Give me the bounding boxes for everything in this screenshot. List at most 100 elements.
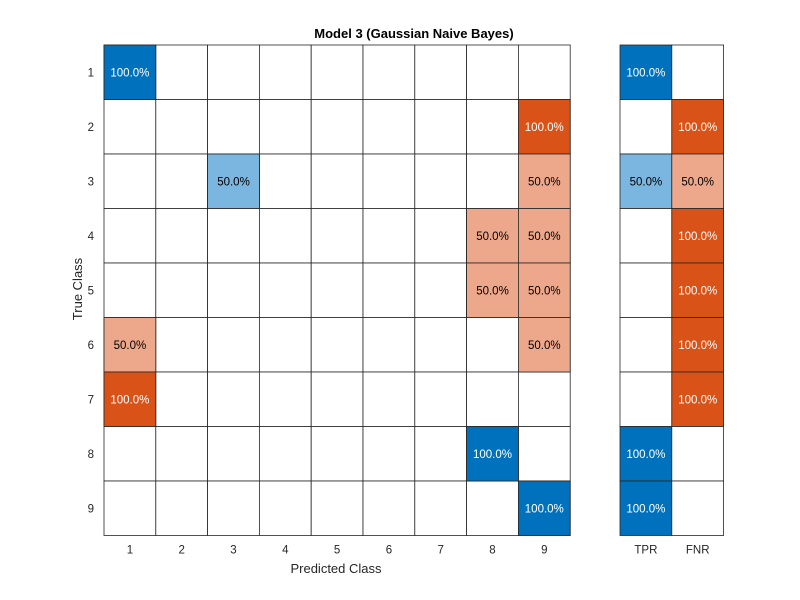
matrix-cell xyxy=(466,426,519,482)
matrix-cell xyxy=(103,44,157,100)
matrix-cell-empty xyxy=(362,44,416,100)
summary-column-label: FNR xyxy=(686,545,710,557)
matrix-cell-empty xyxy=(258,426,312,482)
main-matrix: 100.0% 100.0% 50.0% 50.0% 50.0% 50.0% 50.0% 50.… xyxy=(88,44,571,557)
matrix-cell xyxy=(103,317,157,373)
summary-cell-empty xyxy=(671,44,724,100)
summary-cell-empty xyxy=(671,480,724,536)
chart-title: Model 3 (Gaussian Naive Bayes) xyxy=(314,26,513,41)
matrix-cell-empty xyxy=(362,426,416,482)
matrix-cell-empty xyxy=(310,262,364,318)
summary-cell-label: 100.0% xyxy=(626,503,665,515)
summary-cell-empty xyxy=(619,99,673,155)
matrix-cell-empty xyxy=(258,99,312,155)
matrix-cell xyxy=(518,317,571,373)
matrix-cell xyxy=(518,480,571,536)
matrix-cell xyxy=(518,262,571,318)
x-tick-label: 6 xyxy=(386,545,392,557)
y-tick-label: 6 xyxy=(88,340,94,352)
y-axis-label: True Class xyxy=(70,257,85,320)
summary-cell-label: 100.0% xyxy=(678,231,717,243)
matrix-cell-empty xyxy=(103,99,157,155)
matrix-cell-empty xyxy=(310,99,364,155)
matrix-cell xyxy=(207,153,260,209)
summary-cell xyxy=(671,317,724,373)
y-tick-label: 8 xyxy=(88,449,94,461)
matrix-cell-empty xyxy=(362,99,416,155)
matrix-cell-label: 50.0% xyxy=(114,340,147,352)
x-tick-label: 3 xyxy=(230,545,236,557)
matrix-cell-empty xyxy=(414,153,467,209)
matrix-cell-empty xyxy=(310,480,364,536)
matrix-cell-empty xyxy=(258,262,312,318)
matrix-cell-label: 100.0% xyxy=(473,449,512,461)
matrix-cell-empty xyxy=(103,426,157,482)
summary-cell-empty xyxy=(619,371,673,427)
matrix-cell-empty xyxy=(362,371,416,427)
matrix-cell-empty xyxy=(207,262,260,318)
matrix-cell-empty xyxy=(310,208,364,264)
matrix-cell-label: 100.0% xyxy=(110,67,149,79)
matrix-cell-empty xyxy=(518,44,571,100)
matrix-cell-empty xyxy=(207,480,260,536)
matrix-cell-label: 100.0% xyxy=(110,394,149,406)
matrix-cell-empty xyxy=(155,44,209,100)
summary-cell-label: 100.0% xyxy=(626,67,665,79)
matrix-cell-label: 100.0% xyxy=(525,503,564,515)
y-tick-label: 1 xyxy=(88,67,94,79)
matrix-cell xyxy=(466,208,519,264)
matrix-cell-label: 50.0% xyxy=(528,340,561,352)
y-tick-label: 5 xyxy=(88,285,94,297)
matrix-cell-empty xyxy=(310,426,364,482)
matrix-cell-label: 50.0% xyxy=(476,231,509,243)
matrix-cell-empty xyxy=(310,44,364,100)
matrix-cell-label: 50.0% xyxy=(528,285,561,297)
x-axis-label: Predicted Class xyxy=(290,561,382,576)
y-tick-label: 4 xyxy=(88,231,95,243)
matrix-cell-empty xyxy=(155,99,209,155)
summary-cell-label: 100.0% xyxy=(678,285,717,297)
matrix-cell-empty xyxy=(103,153,157,209)
matrix-cell-empty xyxy=(414,44,467,100)
summary-cell xyxy=(671,99,724,155)
summary-cell-label: 100.0% xyxy=(678,394,717,406)
summary-cell-label: 100.0% xyxy=(678,122,717,134)
matrix-cell-empty xyxy=(518,426,571,482)
summary-cell xyxy=(671,208,724,264)
matrix-cell-empty xyxy=(258,317,312,373)
x-tick-label: 1 xyxy=(127,545,133,557)
matrix-cell xyxy=(466,262,519,318)
x-tick-label: 5 xyxy=(334,545,340,557)
matrix-cell-empty xyxy=(310,371,364,427)
summary-cell-empty xyxy=(671,426,724,482)
x-tick-label: 4 xyxy=(282,545,289,557)
y-tick-label: 7 xyxy=(88,394,94,406)
matrix-cell-empty xyxy=(466,44,519,100)
matrix-cell-empty xyxy=(466,317,519,373)
summary-cell xyxy=(619,480,673,536)
matrix-cell-empty xyxy=(155,208,209,264)
summary-cell xyxy=(619,44,673,100)
matrix-cell-empty xyxy=(362,262,416,318)
matrix-cell-empty xyxy=(207,371,260,427)
matrix-cell-empty xyxy=(362,317,416,373)
matrix-cell-empty xyxy=(103,480,157,536)
y-tick-label: 2 xyxy=(88,122,94,134)
matrix-cell-label: 50.0% xyxy=(528,176,561,188)
matrix-cell-empty xyxy=(207,317,260,373)
matrix-cell-empty xyxy=(155,317,209,373)
matrix-cell xyxy=(518,153,571,209)
matrix-cell-empty xyxy=(414,371,467,427)
summary-cell-label: 100.0% xyxy=(626,449,665,461)
matrix-cell-empty xyxy=(414,262,467,318)
summary-matrix: 100.0% 100.0% 50.0% 50.0% 100.0% 100.0% 100.0%… xyxy=(619,44,724,557)
matrix-cell-empty xyxy=(155,426,209,482)
matrix-cell xyxy=(518,99,571,155)
matrix-cell-empty xyxy=(466,99,519,155)
matrix-cell-label: 50.0% xyxy=(217,176,250,188)
matrix-cell-empty xyxy=(414,480,467,536)
summary-cell xyxy=(671,153,724,209)
summary-cell-label: 50.0% xyxy=(630,176,663,188)
matrix-cell xyxy=(103,371,157,427)
